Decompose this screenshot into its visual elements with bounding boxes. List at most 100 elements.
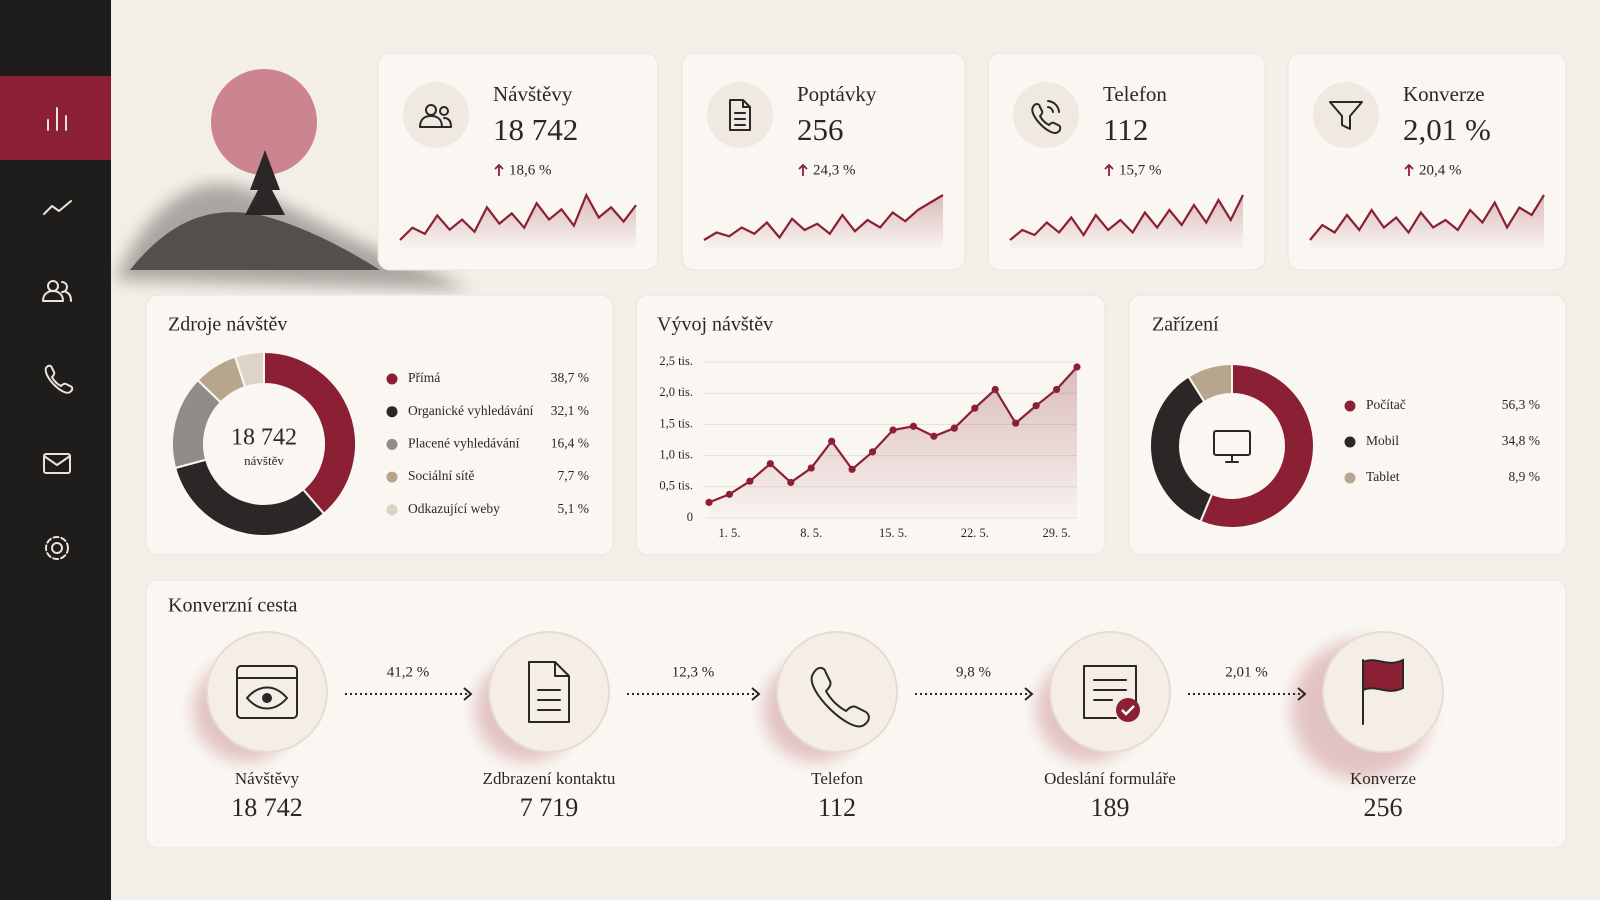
legend-dot (386, 471, 398, 483)
x-tick-label: 15. 5. (879, 526, 907, 540)
step-value: 189 (1091, 793, 1130, 822)
sparkline-area (1010, 195, 1243, 248)
point (1012, 419, 1020, 427)
legend-value: 8,9 % (1509, 469, 1541, 484)
step-circle (776, 631, 898, 753)
point (1052, 385, 1061, 394)
donut-segment (1187, 362, 1233, 404)
nav-users[interactable] (42, 280, 72, 302)
step-label: Konverze (1350, 769, 1416, 788)
kpi-label: Telefon (1103, 82, 1167, 106)
arrow-head (1297, 687, 1307, 701)
point (991, 385, 999, 394)
point (848, 465, 856, 473)
nav-calls[interactable] (44, 364, 74, 394)
change-arrow (494, 163, 504, 176)
step-icon (1083, 665, 1140, 722)
point (1073, 363, 1081, 371)
y-tick-label: 1,5 tis. (659, 416, 693, 430)
step-label: Zdbrazení kontaktu (483, 769, 616, 788)
x-tick-label: 8. 5. (800, 526, 822, 540)
kpi-change: 20,4 % (1419, 162, 1462, 178)
donut-hole (1181, 395, 1283, 497)
kpi-label: Poptávky (797, 82, 877, 106)
nav-mail[interactable] (43, 453, 71, 474)
change-arrow (1404, 163, 1414, 176)
step-label: Odeslání formuláře (1044, 769, 1176, 788)
step-value: 7 719 (520, 793, 579, 822)
x-tick-label: 22. 5. (961, 526, 989, 540)
kpi-value: 256 (797, 112, 844, 147)
point (705, 498, 713, 506)
kpi-value: 18 742 (493, 112, 578, 147)
kpi-icon-bg (707, 82, 773, 148)
card-title: Zařízení (1152, 314, 1219, 336)
nav-active (0, 76, 111, 160)
card-title: Vývoj návštěv (657, 314, 773, 336)
step-circle (1049, 631, 1171, 753)
kpi-change: 18,6 % (509, 162, 552, 178)
arrow-head (463, 687, 473, 701)
y-tick-label: 2,0 tis. (659, 385, 693, 399)
kpi-label: Konverze (1403, 82, 1485, 106)
step-label: Návštěvy (235, 769, 300, 788)
card-title: Konverzní cesta (168, 595, 298, 617)
sparkline (703, 194, 944, 241)
step-label: Telefon (811, 769, 863, 788)
step-rate: 9,8 % (956, 664, 991, 680)
area (709, 366, 1077, 518)
step-rate: 41,2 % (387, 664, 430, 680)
point (1032, 402, 1040, 410)
legend-dot (1344, 436, 1356, 448)
sparkline (1009, 194, 1244, 241)
legend-label: Mobil (1366, 433, 1399, 448)
y-tick-label: 2,5 tis. (659, 354, 693, 368)
legend-label: Placené vyhledávání (408, 435, 520, 450)
step-icon (810, 666, 870, 728)
step-icon (528, 661, 570, 723)
legend-dot (386, 504, 398, 516)
device-icon (1213, 430, 1251, 463)
y-tick-label: 0 (687, 510, 693, 524)
point (950, 424, 958, 432)
point (787, 478, 795, 487)
y-tick-label: 0,5 tis. (659, 479, 693, 493)
card-title: Zdroje návštěv (168, 314, 287, 336)
step-value: 256 (1364, 793, 1403, 822)
point (971, 404, 979, 412)
legend-label: Přímá (408, 370, 440, 385)
kpi-icon (419, 104, 452, 128)
donut-segment (173, 458, 326, 537)
legend-label: Organické vyhledávání (408, 403, 534, 418)
legend-dot (386, 406, 398, 418)
nav-dashboard[interactable] (47, 107, 67, 131)
sparkline (1309, 194, 1545, 241)
change-arrow (1104, 163, 1114, 176)
nav-analytics[interactable] (43, 200, 72, 215)
donut-segment (1149, 375, 1214, 523)
step-circle (206, 631, 328, 753)
step-icon (1362, 658, 1404, 725)
arrow-head (1024, 687, 1034, 701)
point (909, 422, 918, 430)
step-rate: 12,3 % (672, 664, 715, 680)
legend-label: Počítač (1366, 397, 1406, 412)
legend-value: 56,3 % (1502, 397, 1540, 412)
sparkline (399, 192, 637, 241)
donut-segment (263, 350, 357, 516)
nav-settings[interactable] (45, 536, 69, 560)
legend-value: 7,7 % (558, 468, 590, 483)
legend-label: Odkazující weby (408, 501, 500, 516)
legend-value: 38,7 % (551, 370, 589, 385)
arrow-head (751, 687, 761, 701)
sparkline-area (704, 195, 943, 248)
kpi-value: 2,01 % (1403, 112, 1491, 147)
kpi-label: Návštěvy (493, 82, 573, 106)
kpi-change: 15,7 % (1119, 162, 1162, 178)
point (828, 437, 836, 445)
point (807, 464, 815, 472)
legend-dot (386, 438, 398, 450)
legend-value: 34,8 % (1502, 433, 1540, 448)
